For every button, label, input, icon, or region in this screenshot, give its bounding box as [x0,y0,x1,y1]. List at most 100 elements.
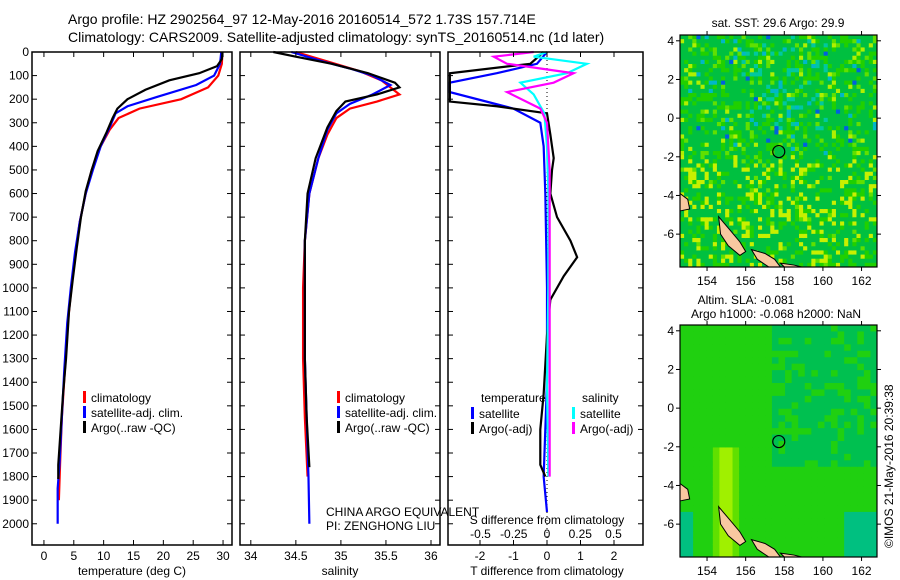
legend-swatch [471,407,474,419]
longitude-label: 158 [774,274,794,288]
y-tick-label: 600 [9,187,29,201]
legend-swatch [337,406,340,418]
plot-frame [31,51,233,546]
x-tick-label: -1 [508,549,519,563]
float-owner-annotation: PI: ZENGHONG LIU [326,519,435,533]
sla-map-title-1: Altim. SLA: -0.081 [698,293,795,307]
longitude-label: 160 [813,274,833,288]
longitude-label: 162 [852,564,872,578]
y-tick-label: 2000 [2,517,29,531]
legend-title-temperature: temperature [481,391,546,405]
legend-swatch [471,422,474,434]
island-landmass [717,505,747,547]
salinity-legend-item: satellite-adj. clim. [345,406,437,420]
island-landmass [717,215,747,257]
y-tick-label: 1700 [2,446,29,460]
x2-axis-label: S difference from climatology [470,513,625,527]
sst-map-title: sat. SST: 29.6 Argo: 29.9 [712,16,845,30]
x-axis-label: T difference from climatology [470,564,624,578]
diff-temperature-legend-item: satellite [479,407,520,421]
legend-swatch [83,391,86,403]
latitude-label: 0 [667,111,674,125]
map-frame [679,34,878,268]
y-tick-label: 900 [9,257,29,271]
longitude-label: 162 [852,274,872,288]
latitude-label: -4 [663,188,674,202]
legend-title-salinity: salinity [582,391,619,405]
y-tick-label: 1400 [2,375,29,389]
y-tick-label: 1600 [2,422,29,436]
latitude-label: 2 [667,72,674,86]
y-tick-label: 1000 [2,281,29,295]
legend-swatch [83,421,86,433]
longitude-label: 156 [736,564,756,578]
sla-map-title-2: Argo h1000: -0.068 h2000: NaN [691,307,861,321]
argo-position-marker [772,144,786,159]
sst-map-panel: 154 156 158 160 162 4 2 0 -2 -4 -6 sat. SST: 29.6 A… [663,16,881,288]
series-line-satellite-adj-clim- [56,51,223,524]
diff-salinity-legend-item: Argo(-adj) [580,422,633,436]
y-tick-label: 1500 [2,399,29,413]
x-axis-label: temperature (deg C) [78,564,186,578]
x-tick-label: 5 [70,549,77,563]
latitude-label: 0 [667,401,674,415]
x-tick-label: 2 [611,549,618,563]
map-cells [680,35,878,268]
legend-swatch [337,421,340,433]
y-tick-label: 1100 [3,304,29,318]
y-tick-label: 400 [9,139,29,153]
x-tick-label: 34.5 [284,549,308,563]
x-tick-label: 10 [97,549,111,563]
diff-temperature-legend-item: Argo(-adj) [479,422,532,436]
float-owner-annotation: CHINA ARGO EQUIVALENT [326,505,480,519]
argo-position-marker [772,434,786,449]
y-tick-label: 1900 [2,493,29,507]
x-tick-label: 15 [127,549,141,563]
x-tick-label: 35.5 [374,549,398,563]
x-tick-label: 0 [544,549,551,563]
x2-tick-label: 0.25 [569,527,593,541]
longitude-label: 156 [736,274,756,288]
y-tick-label: 100 [9,69,29,83]
longitude-label: 154 [697,564,717,578]
latitude-label: -6 [663,517,674,531]
series-line-argo-raw-qc- [273,50,402,468]
x-tick-label: 25 [187,549,201,563]
x-tick-label: 0 [41,549,48,563]
series-line-s-argo-adj- [490,50,578,477]
legend-swatch [572,407,575,419]
x-tick-label: 34 [244,549,258,563]
latitude-label: -2 [663,150,674,164]
diff-salinity-legend-item: satellite [580,407,621,421]
map-cells [680,325,878,558]
longitude-label: 160 [813,564,833,578]
y-tick-label: 200 [9,92,29,106]
y-tick-label: 800 [9,234,29,248]
latitude-label: 4 [667,34,674,48]
y-tick-label: 1200 [2,328,29,342]
temperature-panel: 0 5 10 15 20 25 30 temperature (deg C) 0 100 200 30… [2,45,233,578]
x-tick-label: 35 [334,549,348,563]
y-tick-label: 0 [22,45,29,59]
y-tick-label: 300 [9,116,29,130]
title-line-1: Argo profile: HZ 2902564_97 12-May-2016 … [68,11,536,27]
salinity-legend-item: climatology [345,391,405,405]
temperature-legend-item: Argo(..raw -QC) [91,421,176,435]
salinity-panel: 34 34.5 35 35.5 36 salinity climatologysatelli… [239,50,480,578]
map-frame [679,324,878,558]
salinity-legend-item: Argo(..raw -QC) [345,421,430,435]
longitude-label: 154 [697,274,717,288]
plot-frame [447,51,644,546]
latitude-label: 2 [667,362,674,376]
title-line-2: Climatology: CARS2009. Satellite-adjuste… [68,29,604,45]
x-tick-label: 30 [216,549,230,563]
difference-panel: -2 -1 0 1 2 -0.5 -0.25 0 0.25 0.5 T difference fro… [447,50,644,578]
latitude-label: -6 [663,227,674,241]
legend-swatch [83,406,86,418]
plot-frame [239,51,441,546]
x2-tick-label: 0.5 [605,527,622,541]
legend-swatch [337,391,340,403]
temperature-legend-item: satellite-adj. clim. [91,406,183,420]
imos-credit: ©IMOS 21-May-2016 20:39:38 [882,384,896,548]
